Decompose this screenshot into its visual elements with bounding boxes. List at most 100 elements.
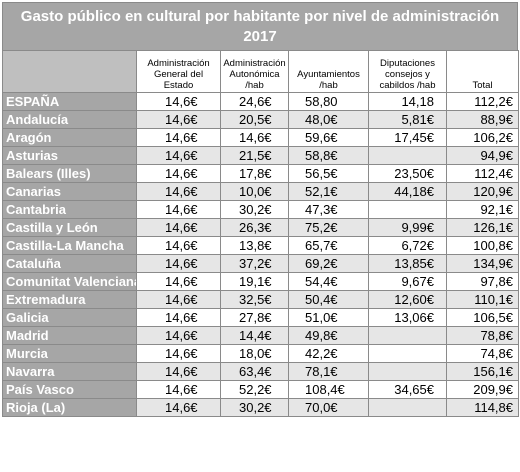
- autonomica-cell: 14,6€: [220, 128, 289, 147]
- table-row: Navarra 14,6€ 63,4€ 78,1€ 156,1€: [2, 362, 519, 381]
- total-cell: 94,9€: [446, 146, 519, 165]
- diputaciones-cell: 13,85€: [368, 254, 447, 273]
- ayuntamientos-cell: 78,1€: [288, 362, 369, 381]
- table-row: Balears (Illes) 14,6€ 17,8€ 56,5€ 23,50€ 112,…: [2, 164, 519, 183]
- table-row: Comunitat Valenciana 14,6€ 19,1€ 54,4€ 9,67€…: [2, 272, 519, 291]
- table-row: Castilla-La Mancha 14,6€ 13,8€ 65,7€ 6,72€ 10…: [2, 236, 519, 255]
- ayuntamientos-cell: 48,0€: [288, 110, 369, 129]
- table-row: País Vasco 14,6€ 52,2€ 108,4€ 34,65€ 209,9€: [2, 380, 519, 399]
- total-cell: 209,9€: [446, 380, 519, 399]
- ayuntamientos-cell: 56,5€: [288, 164, 369, 183]
- total-cell: 106,2€: [446, 128, 519, 147]
- diputaciones-cell: [368, 398, 447, 417]
- region-name-cell: Aragón: [2, 128, 137, 147]
- diputaciones-cell: 9,99€: [368, 218, 447, 237]
- ayuntamientos-cell: 47,3€: [288, 200, 369, 219]
- table-row: Andalucía 14,6€ 20,5€ 48,0€ 5,81€ 88,9€: [2, 110, 519, 129]
- table-row: Castilla y León 14,6€ 26,3€ 75,2€ 9,99€ 126,1…: [2, 218, 519, 237]
- estado-cell: 14,6€: [136, 92, 221, 111]
- ayuntamientos-cell: 75,2€: [288, 218, 369, 237]
- table-body: ESPAÑA 14,6€ 24,6€ 58,80 14,18 112,2€ Andalucí…: [2, 92, 519, 417]
- table-row: Rioja (La) 14,6€ 30,2€ 70,0€ 114,8€: [2, 398, 519, 417]
- region-name-cell: Extremadura: [2, 290, 137, 309]
- diputaciones-cell: 23,50€: [368, 164, 447, 183]
- autonomica-cell: 52,2€: [220, 380, 289, 399]
- autonomica-cell: 30,2€: [220, 200, 289, 219]
- ayuntamientos-cell: 51,0€: [288, 308, 369, 327]
- estado-cell: 14,6€: [136, 344, 221, 363]
- region-name-cell: Murcia: [2, 344, 137, 363]
- region-name-cell: Galicia: [2, 308, 137, 327]
- ayuntamientos-cell: 65,7€: [288, 236, 369, 255]
- autonomica-cell: 24,6€: [220, 92, 289, 111]
- diputaciones-cell: 6,72€: [368, 236, 447, 255]
- region-name-cell: Asturias: [2, 146, 137, 165]
- region-name-cell: Castilla-La Mancha: [2, 236, 137, 255]
- estado-cell: 14,6€: [136, 272, 221, 291]
- region-name-cell: ESPAÑA: [2, 92, 137, 111]
- total-cell: 120,9€: [446, 182, 519, 201]
- autonomica-cell: 26,3€: [220, 218, 289, 237]
- region-name-cell: Cantabria: [2, 200, 137, 219]
- total-cell: 74,8€: [446, 344, 519, 363]
- table-title: Gasto público en cultural por habitante …: [2, 2, 518, 50]
- header-autonomica: Administración Autonómica /hab: [220, 50, 289, 93]
- table-row: Murcia 14,6€ 18,0€ 42,2€ 74,8€: [2, 344, 519, 363]
- header-diputaciones: Diputaciones consejos y cabildos /hab: [368, 50, 447, 93]
- total-cell: 114,8€: [446, 398, 519, 417]
- ayuntamientos-cell: 58,80: [288, 92, 369, 111]
- header-ayuntamientos: Ayuntamientos /hab: [288, 50, 369, 93]
- autonomica-cell: 13,8€: [220, 236, 289, 255]
- region-name-cell: Comunitat Valenciana: [2, 272, 137, 291]
- table-row: Galicia 14,6€ 27,8€ 51,0€ 13,06€ 106,5€: [2, 308, 519, 327]
- total-cell: 106,5€: [446, 308, 519, 327]
- diputaciones-cell: 14,18: [368, 92, 447, 111]
- total-cell: 88,9€: [446, 110, 519, 129]
- table-row: ESPAÑA 14,6€ 24,6€ 58,80 14,18 112,2€: [2, 92, 519, 111]
- total-cell: 92,1€: [446, 200, 519, 219]
- diputaciones-cell: 34,65€: [368, 380, 447, 399]
- ayuntamientos-cell: 58,8€: [288, 146, 369, 165]
- diputaciones-cell: [368, 362, 447, 381]
- estado-cell: 14,6€: [136, 146, 221, 165]
- estado-cell: 14,6€: [136, 128, 221, 147]
- ayuntamientos-cell: 50,4€: [288, 290, 369, 309]
- autonomica-cell: 37,2€: [220, 254, 289, 273]
- estado-cell: 14,6€: [136, 380, 221, 399]
- ayuntamientos-cell: 69,2€: [288, 254, 369, 273]
- estado-cell: 14,6€: [136, 290, 221, 309]
- ayuntamientos-cell: 70,0€: [288, 398, 369, 417]
- estado-cell: 14,6€: [136, 218, 221, 237]
- ayuntamientos-cell: 52,1€: [288, 182, 369, 201]
- autonomica-cell: 14,4€: [220, 326, 289, 345]
- total-cell: 110,1€: [446, 290, 519, 309]
- region-name-cell: Cataluña: [2, 254, 137, 273]
- total-cell: 112,2€: [446, 92, 519, 111]
- region-name-cell: Canarias: [2, 182, 137, 201]
- total-cell: 112,4€: [446, 164, 519, 183]
- header-row: Administración General del Estado Admini…: [2, 50, 519, 93]
- autonomica-cell: 63,4€: [220, 362, 289, 381]
- diputaciones-cell: [368, 146, 447, 165]
- ayuntamientos-cell: 59,6€: [288, 128, 369, 147]
- region-name-cell: Castilla y León: [2, 218, 137, 237]
- table-row: Extremadura 14,6€ 32,5€ 50,4€ 12,60€ 110,1€: [2, 290, 519, 309]
- diputaciones-cell: 44,18€: [368, 182, 447, 201]
- estado-cell: 14,6€: [136, 398, 221, 417]
- header-estado: Administración General del Estado: [136, 50, 221, 93]
- ayuntamientos-cell: 54,4€: [288, 272, 369, 291]
- diputaciones-cell: 5,81€: [368, 110, 447, 129]
- autonomica-cell: 18,0€: [220, 344, 289, 363]
- estado-cell: 14,6€: [136, 164, 221, 183]
- estado-cell: 14,6€: [136, 110, 221, 129]
- header-region: [2, 50, 137, 93]
- region-name-cell: Navarra: [2, 362, 137, 381]
- table-row: Cantabria 14,6€ 30,2€ 47,3€ 92,1€: [2, 200, 519, 219]
- autonomica-cell: 32,5€: [220, 290, 289, 309]
- autonomica-cell: 19,1€: [220, 272, 289, 291]
- ayuntamientos-cell: 49,8€: [288, 326, 369, 345]
- diputaciones-cell: 12,60€: [368, 290, 447, 309]
- region-name-cell: Andalucía: [2, 110, 137, 129]
- estado-cell: 14,6€: [136, 254, 221, 273]
- diputaciones-cell: 17,45€: [368, 128, 447, 147]
